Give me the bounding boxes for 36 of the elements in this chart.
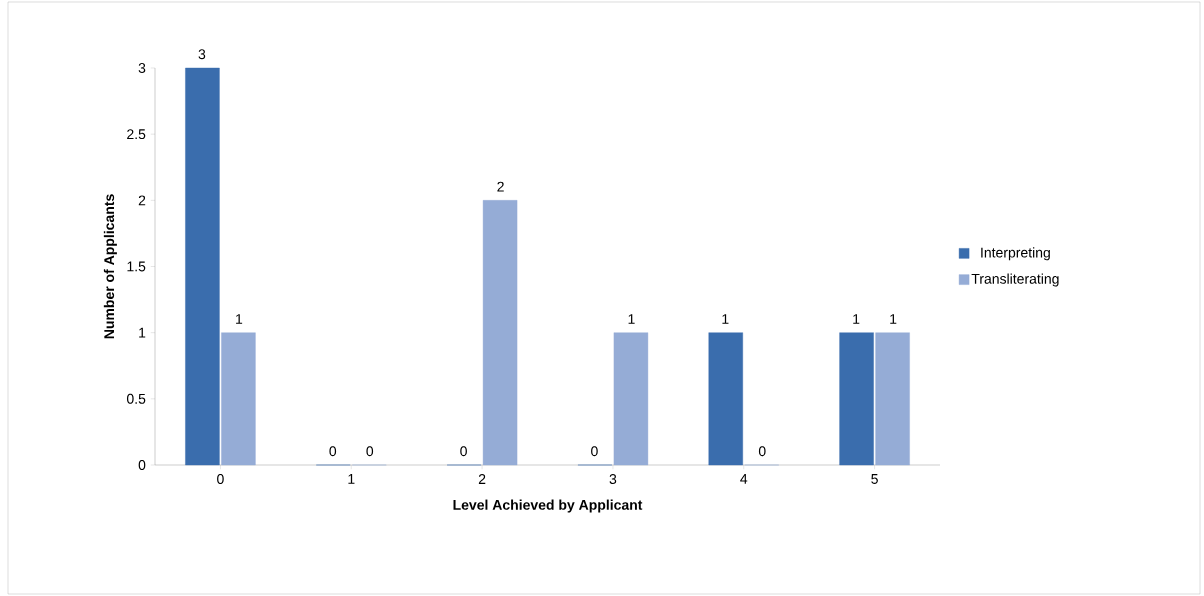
- data-label: 1: [722, 314, 729, 324]
- bar: [875, 332, 910, 466]
- y-tick-label: 3: [138, 63, 146, 73]
- legend-label: Interpreting: [981, 247, 1050, 261]
- data-label: 0: [329, 446, 337, 457]
- bar: [221, 332, 256, 466]
- legend-label: Transliterating: [971, 273, 1059, 287]
- y-tick-label: 2: [138, 195, 146, 206]
- x-tick-label: 0: [217, 474, 224, 485]
- bar: [613, 332, 649, 466]
- data-label: 1: [890, 314, 897, 324]
- bar: [708, 332, 743, 466]
- x-tick-label: 4: [740, 474, 748, 484]
- data-label: 0: [366, 446, 374, 457]
- y-tick-label: 1.5: [127, 261, 146, 272]
- y-axis-title: Number of Applicants: [103, 194, 117, 339]
- x-tick-label: 2: [478, 474, 486, 484]
- data-label: 0: [758, 446, 766, 457]
- bar: [482, 200, 518, 466]
- data-label: 2: [497, 181, 504, 192]
- data-label: 1: [236, 314, 243, 324]
- data-label: 1: [628, 314, 635, 324]
- x-tick-label: 1: [348, 474, 355, 484]
- bar: [839, 332, 874, 466]
- y-tick-label: 2.5: [127, 129, 146, 140]
- y-tick-label: 0.5: [126, 393, 146, 404]
- x-tick-label: 3: [609, 474, 617, 485]
- data-label: 1: [853, 314, 860, 324]
- x-axis-title: Level Achieved by Applicant: [453, 499, 643, 513]
- bar: [185, 67, 220, 466]
- data-label: 3: [198, 49, 206, 60]
- y-tick-label: 1: [139, 327, 146, 338]
- y-tick-label: 0: [138, 460, 146, 470]
- data-label: 0: [591, 446, 598, 457]
- data-label: 0: [460, 446, 467, 457]
- x-tick-label: 5: [871, 474, 878, 484]
